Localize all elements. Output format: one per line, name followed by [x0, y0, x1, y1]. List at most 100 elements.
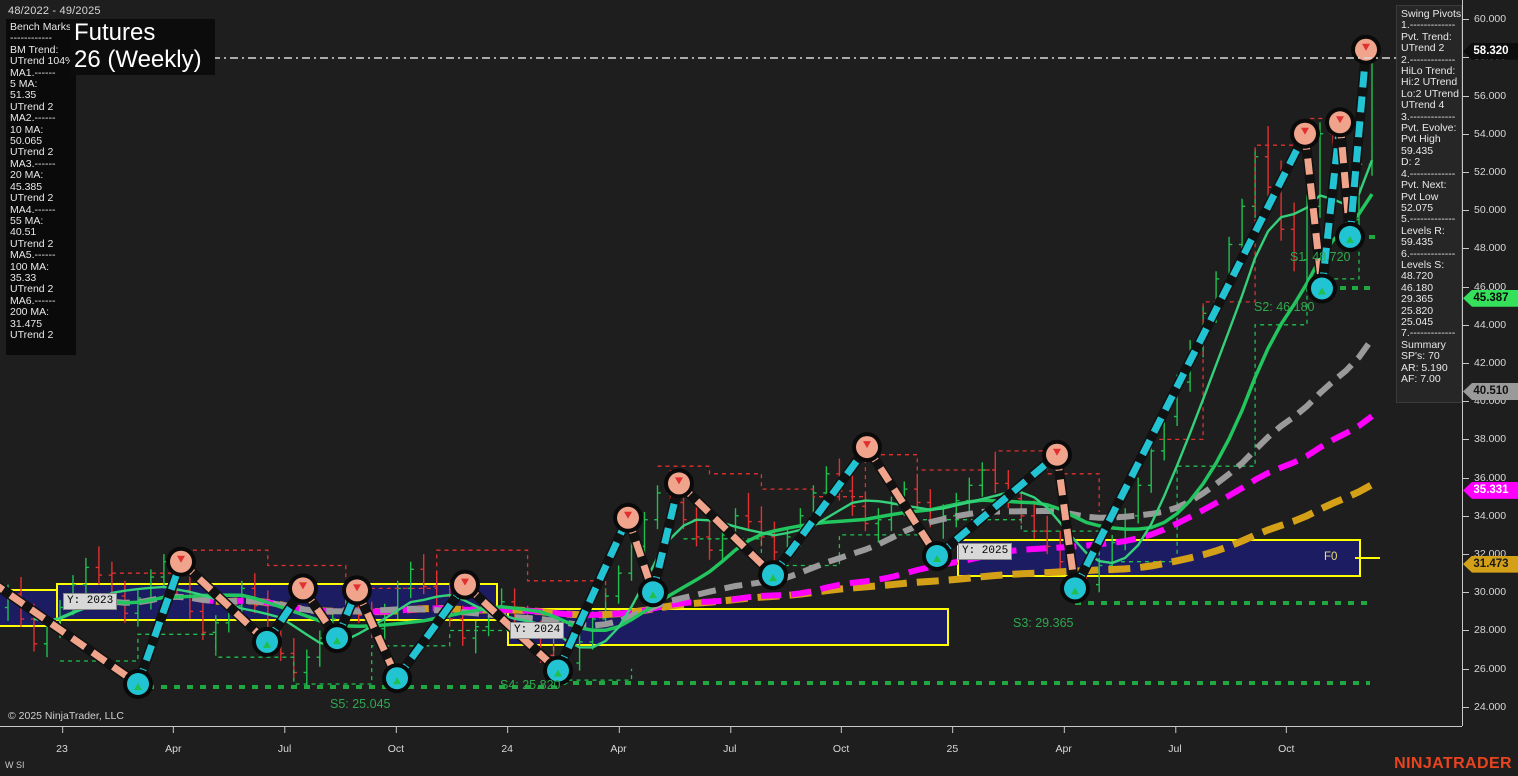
price-marker[interactable]: 40.510: [1463, 382, 1518, 400]
price-tick: 44.000: [1463, 319, 1518, 331]
bench-mark-row: MA4.------: [10, 203, 56, 216]
bench-mark-row: ------------: [10, 32, 52, 45]
ma-10-line: [33, 159, 1374, 649]
bench-mark-row: 45.385: [10, 180, 43, 193]
bench-mark-row: MA3.------: [10, 157, 56, 170]
price-tick: 26.000: [1463, 663, 1518, 675]
swing-pivot-row: Levels S:: [1401, 258, 1445, 271]
price-tick: 34.000: [1463, 510, 1518, 522]
bench-mark-row: UTrend 2: [10, 100, 54, 113]
bench-mark-row: 20 MA:: [10, 169, 44, 182]
year-label-2025: Y: 2025: [958, 543, 1013, 560]
bench-mark-row: 35.33: [10, 271, 37, 284]
time-tick: 25: [947, 727, 958, 755]
time-tick: Apr: [1056, 727, 1072, 755]
bench-mark-row: UTrend 2: [10, 328, 54, 341]
price-tick: 38.000: [1463, 433, 1518, 445]
ninjatrader-brand: NINJATRADER: [1394, 755, 1512, 772]
time-tick: Apr: [610, 727, 627, 755]
swing-pivot-row: 59.435: [1401, 144, 1434, 157]
swing-pivot-row: 3.-------------: [1401, 110, 1456, 123]
time-tick: Oct: [833, 727, 849, 755]
swing-pivot-row: 1.-------------: [1401, 19, 1456, 32]
bench-marks-panel[interactable]: Bench Marks ------------ BM Trend: UTrend 1…: [6, 19, 76, 355]
swing-pivot-row: Pvt Low: [1401, 190, 1439, 203]
swing-pivot-row: Pvt. Trend:: [1401, 30, 1452, 43]
price-tick: 52.000: [1463, 166, 1518, 178]
price-marker[interactable]: 35.331: [1463, 481, 1518, 499]
bench-mark-row: 55 MA:: [10, 214, 44, 227]
swing-pivot-row: 29.365: [1401, 293, 1434, 306]
bench-mark-row: UTrend 2: [10, 237, 54, 250]
support-label-s1: S1: 48.720: [1290, 250, 1351, 264]
swing-pivot-row: Hi:2 UTrend: [1401, 76, 1458, 89]
swing-pivot-row: Summary: [1401, 338, 1446, 351]
bench-mark-row: MA5.------: [10, 249, 56, 262]
swing-pivot-row: Pvt. Evolve:: [1401, 122, 1457, 135]
bench-mark-row: 50.065: [10, 135, 43, 148]
price-chart-svg: [0, 34, 1462, 699]
swing-pivot-row: 5.-------------: [1401, 213, 1456, 226]
price-tick: 60.000: [1463, 13, 1518, 25]
time-tick: Jul: [723, 727, 737, 755]
time-axis[interactable]: 23 Apr Jul Oct 24 Apr Jul Oct 25 Apr Jul Oct: [0, 726, 1462, 755]
year-range-boxes: [0, 539, 1361, 646]
period-label: 48/2022 - 49/2025: [8, 5, 101, 17]
time-tick: Jul: [1168, 727, 1182, 755]
price-tick: 24.000: [1463, 701, 1518, 713]
swing-pivots-panel[interactable]: Swing Pivots 1.------------- Pvt. Trend: UT…: [1396, 5, 1462, 403]
swing-pivot-row: 4.-------------: [1401, 167, 1456, 180]
swing-pivot-row: Pvt High: [1401, 133, 1441, 146]
bench-mark-row: MA1.------: [10, 66, 56, 79]
price-tick: 54.000: [1463, 128, 1518, 140]
swing-pivot-row: 46.180: [1401, 281, 1434, 294]
price-tick: 36.000: [1463, 472, 1518, 484]
instrument-code-label: W SI: [5, 760, 25, 770]
support-label-s3: S3: 29.365: [1013, 616, 1074, 630]
support-label-s5: S5: 25.045: [330, 697, 391, 711]
price-axis[interactable]: 60.00058.00056.00054.00052.00050.00048.0…: [1462, 0, 1518, 726]
ma-20-line: [59, 193, 1374, 632]
price-tick: 46.000: [1463, 281, 1518, 293]
year-label-2023: Y: 2023: [63, 593, 118, 610]
swing-pivot-row: D: 2: [1401, 156, 1421, 169]
page-title: Futures 26 (Weekly): [70, 19, 215, 75]
swing-pivot-row: 25.820: [1401, 304, 1434, 317]
swing-pivot-row: SP's: 70: [1401, 350, 1440, 363]
swing-pivot-row: 52.075: [1401, 201, 1434, 214]
price-tick: 50.000: [1463, 204, 1518, 216]
price-marker[interactable]: 31.473: [1463, 555, 1518, 573]
swing-pivot-row: 7.-------------: [1401, 327, 1456, 340]
title-line-2: 26 (Weekly): [74, 46, 202, 73]
bench-mark-row: 100 MA:: [10, 260, 50, 273]
price-tick: 42.000: [1463, 357, 1518, 369]
swing-pivot-row: AR: 5.190: [1401, 361, 1448, 374]
support-label-s2: S2: 46.180: [1254, 300, 1315, 314]
bench-mark-row: 31.475: [10, 317, 43, 330]
year-label-2024: Y: 2024: [510, 622, 565, 639]
bench-mark-row: Bench Marks: [10, 21, 72, 33]
price-marker[interactable]: 45.387: [1463, 289, 1518, 307]
price-tick: 56.000: [1463, 90, 1518, 102]
bench-mark-row: 40.51: [10, 226, 37, 239]
swing-pivot-row: AF: 7.00: [1401, 373, 1441, 385]
chart-plot-area[interactable]: S1: 48.720 S2: 46.180 S3: 29.365 S4: 25.…: [0, 0, 1462, 726]
price-marker[interactable]: 58.320: [1463, 42, 1518, 60]
swing-pivot-row: 48.720: [1401, 270, 1434, 283]
swing-pivot-markers: [123, 34, 1381, 699]
swing-pivot-row: 25.045: [1401, 315, 1434, 328]
swing-pivot-row: Levels R:: [1401, 224, 1445, 237]
copyright-text: © 2025 NinjaTrader, LLC: [8, 710, 124, 722]
time-tick: Apr: [165, 727, 181, 755]
bench-mark-row: 200 MA:: [10, 306, 50, 319]
support-label-s4: S4: 25.820: [500, 678, 561, 692]
bench-mark-row: MA6.------: [10, 294, 56, 307]
swing-pivot-row: Pvt. Next:: [1401, 179, 1447, 192]
bench-mark-row: 10 MA:: [10, 123, 44, 136]
bench-mark-row: UTrend 2: [10, 192, 54, 205]
price-tick: 30.000: [1463, 586, 1518, 598]
ma-100-line: [163, 413, 1374, 618]
time-tick: Oct: [1278, 727, 1294, 755]
price-tick: 28.000: [1463, 624, 1518, 636]
